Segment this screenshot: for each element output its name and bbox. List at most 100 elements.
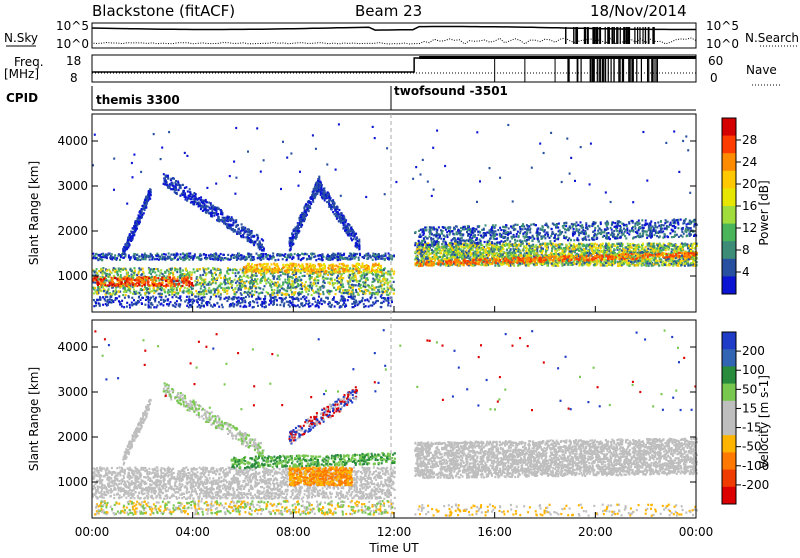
power-echo — [149, 188, 151, 190]
power-echo — [168, 294, 170, 296]
power-echo — [146, 296, 148, 298]
power-echo — [206, 284, 208, 286]
power-echo — [313, 256, 315, 258]
power-echo — [246, 257, 248, 259]
power-echo — [257, 305, 259, 307]
power-echo — [252, 300, 254, 302]
power-echo — [383, 284, 385, 286]
power-echo — [142, 297, 144, 299]
power-echo — [355, 284, 357, 286]
power-echo — [381, 255, 383, 257]
power-echo — [223, 221, 225, 223]
power-echo — [129, 233, 131, 235]
power-echo — [174, 302, 176, 304]
power-echo — [168, 303, 170, 305]
power-echo — [179, 295, 181, 297]
power-echo — [110, 293, 112, 295]
power-echo — [129, 306, 131, 308]
power-echo — [391, 277, 393, 279]
power-echo — [138, 284, 140, 286]
power-echo — [371, 292, 373, 294]
power-echo — [294, 269, 296, 271]
power-echo — [106, 301, 108, 303]
power-echo — [93, 299, 95, 301]
power-echo — [185, 269, 187, 271]
power-echo — [139, 259, 141, 261]
power-echo — [340, 213, 342, 215]
power-echo — [254, 264, 256, 266]
power-echo — [143, 254, 145, 256]
power-echo — [169, 276, 171, 278]
power-echo — [288, 280, 290, 282]
power-echo — [161, 254, 163, 256]
power-echo — [174, 254, 176, 256]
power-echo — [348, 296, 350, 298]
power-echo — [249, 282, 251, 284]
power-echo — [164, 271, 166, 273]
power-echo — [179, 277, 181, 279]
power-echo — [212, 276, 214, 278]
power-echo — [138, 216, 140, 218]
power-echo — [226, 293, 228, 295]
power-echo — [247, 291, 249, 293]
power-echo — [382, 291, 384, 293]
power-echo — [232, 302, 234, 304]
power-echo — [137, 302, 139, 304]
power-echo — [309, 278, 311, 280]
power-echo — [250, 239, 252, 241]
power-echo — [201, 302, 203, 304]
power-echo — [147, 283, 149, 285]
power-echo — [261, 292, 263, 294]
power-echo — [148, 306, 150, 308]
power-echo — [350, 230, 352, 232]
power-echo — [343, 216, 345, 218]
power-echo — [141, 205, 143, 207]
power-echo — [117, 255, 119, 257]
power-echo — [305, 281, 307, 283]
power-echo — [226, 290, 228, 292]
power-echo — [201, 279, 203, 281]
power-echo — [360, 271, 362, 273]
power-echo — [141, 281, 143, 283]
power-echo — [164, 183, 166, 185]
power-echo — [128, 295, 130, 297]
power-echo — [156, 258, 158, 260]
freq-tick-top: 18 — [66, 54, 81, 68]
power-echo — [188, 259, 190, 261]
power-echo — [293, 271, 295, 273]
power-echo — [95, 253, 97, 255]
power-echo — [243, 266, 245, 268]
power-echo — [244, 285, 246, 287]
power-echo — [388, 252, 390, 254]
station-title: Blackstone (fitACF) — [92, 2, 235, 20]
power-echo — [238, 271, 240, 273]
power-echo — [372, 263, 374, 265]
power-echo — [301, 212, 303, 214]
power-echo — [158, 259, 160, 261]
power-echo — [361, 275, 363, 277]
power-echo — [222, 254, 224, 256]
power-echo — [330, 271, 332, 273]
power-echo — [343, 254, 345, 256]
power-echo — [150, 306, 152, 308]
power-echo — [235, 226, 237, 228]
power-echo — [144, 204, 146, 206]
power-echo — [324, 199, 326, 201]
power-echo — [319, 271, 321, 273]
power-echo — [263, 249, 265, 251]
power-echo — [380, 285, 382, 287]
power-echo — [342, 220, 344, 222]
power-echo — [348, 255, 350, 257]
power-echo — [334, 305, 336, 307]
power-echo — [158, 293, 160, 295]
power-echo — [319, 302, 321, 304]
power-echo — [171, 289, 173, 291]
power-echo — [94, 287, 96, 289]
power-echo — [171, 284, 173, 286]
power-echo — [145, 299, 147, 301]
power-echo — [333, 213, 335, 215]
power-echo — [319, 183, 321, 185]
power-echo — [308, 306, 310, 308]
power-echo — [125, 268, 127, 270]
power-echo — [344, 219, 346, 221]
